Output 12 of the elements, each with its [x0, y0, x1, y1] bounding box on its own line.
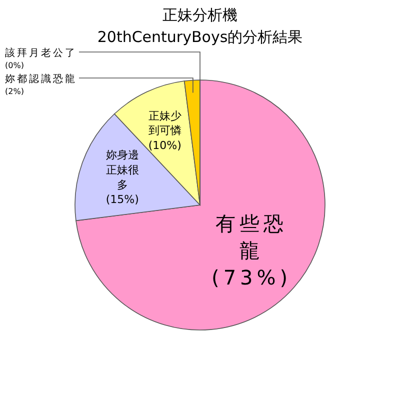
slice-label: 妳都認識恐龍 [5, 73, 77, 85]
slice-label: 正妹少到可憐 [148, 109, 182, 138]
data-label: (2%) [5, 87, 24, 96]
category-label: 該拜月老公了 [5, 48, 77, 59]
data-label: (10%) [148, 139, 182, 152]
slice-label: 妳身邊正妹很多 [106, 148, 139, 192]
slice-label: 有些恐龍 [216, 211, 288, 262]
chart-subtitle: 20thCenturyBoys的分析結果 [97, 28, 303, 46]
data-label: (73%) [212, 265, 292, 290]
chart-title: 正妹分析機 [162, 6, 238, 24]
text: (0%) [5, 61, 24, 70]
data-label: (15%) [106, 193, 139, 206]
